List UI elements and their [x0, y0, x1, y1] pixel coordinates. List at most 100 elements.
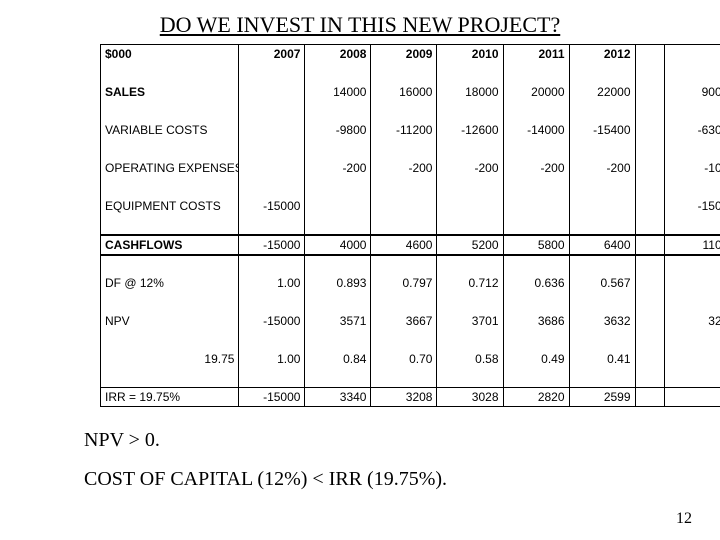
label-df: DF @ 12%: [101, 274, 239, 293]
col-2008: 2008: [305, 45, 371, 64]
cell: 3340: [305, 388, 371, 407]
label-varcost: VARIABLE COSTS: [101, 121, 239, 140]
row-npv: NPV -15000 3571 3667 3701 3686 3632 3257: [101, 312, 720, 331]
cell: 0.84: [305, 350, 371, 369]
label-cashflows: CASHFLOWS: [101, 235, 239, 255]
cell: 5800: [503, 235, 569, 255]
cell: -200: [305, 159, 371, 178]
col-2009: 2009: [371, 45, 437, 64]
row-equipment: EQUIPMENT COSTS -15000 -15000: [101, 197, 720, 216]
cell: [635, 83, 665, 102]
gap-col: [635, 45, 665, 64]
header-row: $000 2007 2008 2009 2010 2011 2012: [101, 45, 720, 64]
cell: -15000: [239, 197, 305, 216]
cell: 2599: [569, 388, 635, 407]
cell: 0.70: [371, 350, 437, 369]
row-opex: OPERATING EXPENSES -200 -200 -200 -200 -…: [101, 159, 720, 178]
cell-total: 90000: [665, 83, 720, 102]
unit-label: $000: [101, 45, 239, 64]
cell-total: 11000: [665, 235, 720, 255]
row-sales: SALES 14000 16000 18000 20000 22000 9000…: [101, 83, 720, 102]
row-cashflows: CASHFLOWS -15000 4000 4600 5200 5800 640…: [101, 235, 720, 255]
cell: -11200: [371, 121, 437, 140]
cell: 5200: [437, 235, 503, 255]
cell: -200: [371, 159, 437, 178]
cell-total: -4: [665, 388, 720, 407]
blank-row: [101, 140, 720, 159]
cell: -200: [503, 159, 569, 178]
blank-row: [101, 102, 720, 121]
cell: 0.49: [503, 350, 569, 369]
cell: [305, 197, 371, 216]
cell: 3208: [371, 388, 437, 407]
cell-total: [665, 350, 720, 369]
cell: -15000: [239, 388, 305, 407]
blank-row: [101, 255, 720, 274]
cell: -14000: [503, 121, 569, 140]
cell: 0.41: [569, 350, 635, 369]
col-2010: 2010: [437, 45, 503, 64]
label-sales: SALES: [101, 83, 239, 102]
cell: [635, 159, 665, 178]
col-2012: 2012: [569, 45, 635, 64]
cell: 3686: [503, 312, 569, 331]
label-equip: EQUIPMENT COSTS: [101, 197, 239, 216]
row-irr-df: 19.75 1.00 0.84 0.70 0.58 0.49 0.41: [101, 350, 720, 369]
row-discount-factor: DF @ 12% 1.00 0.893 0.797 0.712 0.636 0.…: [101, 274, 720, 293]
cell: [635, 235, 665, 255]
projection-table: $000 2007 2008 2009 2010 2011 2012 SALES…: [100, 44, 720, 407]
cell: -15000: [239, 312, 305, 331]
cell: [635, 121, 665, 140]
blank-row: [101, 178, 720, 197]
total-col: [665, 45, 720, 64]
cell: [371, 197, 437, 216]
cell: 14000: [305, 83, 371, 102]
cell: [635, 350, 665, 369]
cell: [437, 197, 503, 216]
cell: 3701: [437, 312, 503, 331]
cell: 22000: [569, 83, 635, 102]
cell: 0.58: [437, 350, 503, 369]
row-irr: IRR = 19.75% -15000 3340 3208 3028 2820 …: [101, 388, 720, 407]
cell: 3571: [305, 312, 371, 331]
cell: 3667: [371, 312, 437, 331]
col-2007: 2007: [239, 45, 305, 64]
cell: 0.797: [371, 274, 437, 293]
cell: [239, 159, 305, 178]
cell-total: -15000: [665, 197, 720, 216]
cell: [635, 197, 665, 216]
cell: [635, 274, 665, 293]
cell: [503, 197, 569, 216]
irr-rate-value: 19.75: [101, 350, 239, 369]
blank-row: [101, 216, 720, 235]
label-irr: IRR = 19.75%: [101, 388, 239, 407]
cell: -9800: [305, 121, 371, 140]
cell: -15400: [569, 121, 635, 140]
cell: -200: [569, 159, 635, 178]
cell: -12600: [437, 121, 503, 140]
cell: 4000: [305, 235, 371, 255]
row-variable-costs: VARIABLE COSTS -9800 -11200 -12600 -1400…: [101, 121, 720, 140]
cell: 1.00: [239, 350, 305, 369]
cell: [239, 121, 305, 140]
cell-total: -1000: [665, 159, 720, 178]
cell: 3632: [569, 312, 635, 331]
cell: [569, 197, 635, 216]
page-number: 12: [676, 510, 692, 528]
cell: 4600: [371, 235, 437, 255]
cell: 1.00: [239, 274, 305, 293]
cell: [239, 83, 305, 102]
cell: 0.567: [569, 274, 635, 293]
cell: 16000: [371, 83, 437, 102]
label-npv: NPV: [101, 312, 239, 331]
cell: 3028: [437, 388, 503, 407]
note-npv-positive: NPV > 0.: [84, 429, 700, 452]
cell: [635, 388, 665, 407]
blank-row: [101, 64, 720, 83]
cell-total: [665, 274, 720, 293]
note-coc-vs-irr: COST OF CAPITAL (12%) < IRR (19.75%).: [84, 468, 700, 491]
cell-total: 3257: [665, 312, 720, 331]
cell: 0.712: [437, 274, 503, 293]
cell: -200: [437, 159, 503, 178]
blank-row: [101, 331, 720, 350]
